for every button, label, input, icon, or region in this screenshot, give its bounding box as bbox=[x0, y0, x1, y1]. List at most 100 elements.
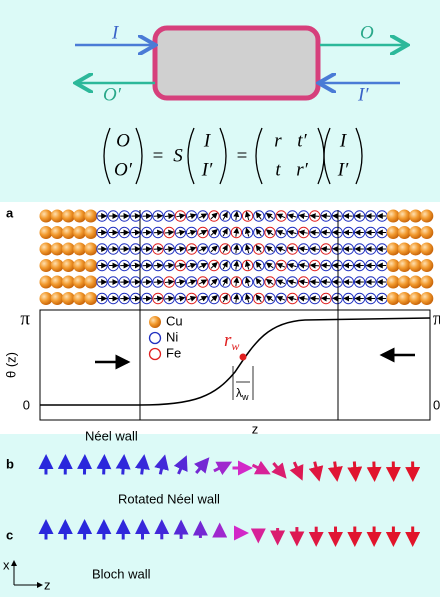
spin bbox=[322, 282, 330, 283]
cu-atom bbox=[387, 292, 400, 305]
spin bbox=[322, 298, 330, 299]
cu-atom bbox=[420, 292, 433, 305]
spin bbox=[322, 265, 330, 266]
legend-label: Ni bbox=[166, 329, 178, 344]
page: {"top": {"labels": {"in_left": "I", "out… bbox=[0, 0, 440, 592]
cu-atom bbox=[62, 259, 75, 272]
cu-atom bbox=[409, 226, 422, 239]
spin-row bbox=[46, 527, 413, 540]
label: O′ bbox=[103, 84, 122, 105]
figure: I O O′ I′ O O′ = S I I′ = r t′ t r′ I I′… bbox=[0, 0, 440, 592]
cu-atom bbox=[398, 243, 411, 256]
cu-atom bbox=[51, 243, 64, 256]
paren bbox=[136, 128, 142, 184]
cu-atom bbox=[420, 276, 433, 289]
paren bbox=[318, 128, 324, 184]
cu-atom bbox=[387, 276, 400, 289]
cu-atom bbox=[387, 226, 400, 239]
cu-atom bbox=[51, 226, 64, 239]
cu-atom bbox=[73, 210, 86, 223]
spin-arrow bbox=[374, 462, 375, 475]
panel-label: c bbox=[6, 527, 13, 542]
axis-label: x bbox=[3, 557, 10, 572]
tick-label: 0 bbox=[433, 397, 440, 412]
spin-arrow bbox=[142, 462, 144, 475]
label: I bbox=[111, 22, 120, 43]
cu-atom bbox=[409, 210, 422, 223]
cu-atom bbox=[73, 292, 86, 305]
spin-arrow bbox=[253, 465, 265, 471]
caption: Néel wall bbox=[85, 428, 138, 443]
axis-label: z bbox=[44, 577, 51, 592]
scatterer bbox=[155, 28, 318, 98]
paren bbox=[256, 128, 262, 184]
caption: Rotated Néel wall bbox=[118, 491, 220, 506]
cu-atom bbox=[73, 226, 86, 239]
cu-atom bbox=[420, 210, 433, 223]
eq-sign: = bbox=[153, 145, 164, 166]
cu-atom bbox=[398, 210, 411, 223]
tick-label: π bbox=[20, 308, 30, 329]
eq-term: S bbox=[173, 145, 183, 166]
spin-arrow bbox=[335, 462, 337, 475]
cu-atom bbox=[62, 243, 75, 256]
cu-atom bbox=[51, 210, 64, 223]
paren bbox=[324, 128, 330, 184]
spin-arrow bbox=[315, 462, 318, 475]
cu-atom bbox=[40, 243, 53, 256]
cu-atom bbox=[387, 243, 400, 256]
cu-atom bbox=[84, 292, 97, 305]
annotation-sub: w bbox=[231, 339, 239, 353]
cu-atom bbox=[40, 259, 53, 272]
cu-atom bbox=[409, 243, 422, 256]
eq-term: I bbox=[339, 130, 348, 151]
cu-atom bbox=[62, 276, 75, 289]
spin bbox=[154, 232, 162, 233]
cu-atom bbox=[40, 210, 53, 223]
cu-atom bbox=[387, 259, 400, 272]
paren bbox=[220, 128, 226, 184]
eq-term: t′ bbox=[297, 130, 307, 151]
cu-atom bbox=[420, 243, 433, 256]
spin bbox=[154, 249, 162, 250]
eq-term: r′ bbox=[296, 159, 308, 180]
cu-atom bbox=[84, 226, 97, 239]
eq-term: O bbox=[116, 130, 130, 151]
eq-term: I′ bbox=[337, 159, 349, 180]
cu-atom bbox=[62, 226, 75, 239]
cu-atom bbox=[51, 276, 64, 289]
cu-atom bbox=[62, 210, 75, 223]
cu-atom bbox=[409, 276, 422, 289]
cu-atom bbox=[409, 292, 422, 305]
spin bbox=[154, 282, 162, 283]
eq-term: O′ bbox=[114, 159, 133, 180]
eq-term: I′ bbox=[201, 159, 213, 180]
spin bbox=[322, 232, 330, 233]
legend-label: Cu bbox=[166, 313, 183, 328]
cu-atom bbox=[73, 259, 86, 272]
paren bbox=[188, 128, 194, 184]
spin bbox=[154, 216, 162, 217]
tick-label: π bbox=[433, 308, 440, 329]
spin-arrow bbox=[178, 462, 183, 474]
spin bbox=[322, 249, 330, 250]
spin-arrow bbox=[214, 465, 226, 471]
paren bbox=[104, 128, 110, 184]
panel-label: b bbox=[6, 456, 14, 471]
spin-row bbox=[46, 462, 413, 475]
cu-atom bbox=[84, 243, 97, 256]
cu-atom bbox=[40, 226, 53, 239]
label: O bbox=[360, 22, 374, 43]
spin-arrow bbox=[294, 462, 299, 474]
cu-atom bbox=[398, 276, 411, 289]
cu-atom bbox=[420, 226, 433, 239]
cu-atom bbox=[420, 259, 433, 272]
cu-atom bbox=[84, 259, 97, 272]
center-point bbox=[240, 354, 247, 361]
cu-atom bbox=[51, 292, 64, 305]
cu-atom bbox=[62, 292, 75, 305]
y-axis-label: θ (z) bbox=[3, 352, 18, 378]
spin bbox=[322, 216, 330, 217]
eq-sign: = bbox=[237, 145, 248, 166]
spin-arrow bbox=[354, 462, 355, 475]
